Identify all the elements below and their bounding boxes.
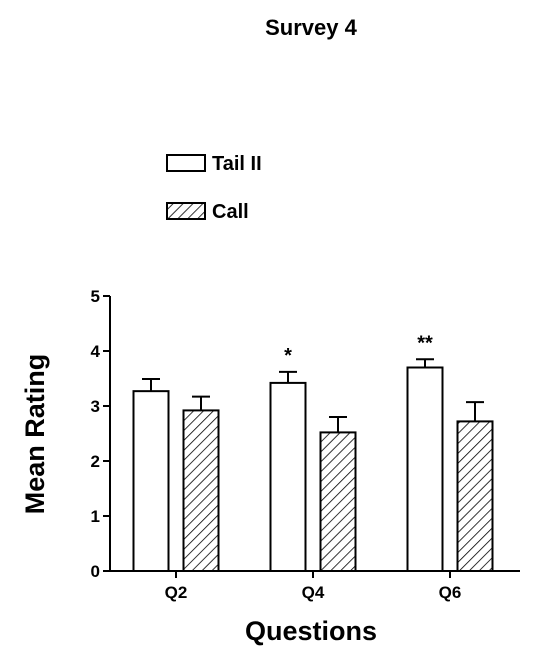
x-axis-label: Questions [245, 616, 377, 646]
significance-marker: * [284, 345, 292, 367]
legend-label: Tail II [212, 153, 262, 175]
legend-label: Call [212, 201, 249, 223]
bar-call-q4 [319, 431, 357, 572]
significance-marker: ** [417, 332, 433, 354]
x-ticks: Q2 Q4 Q6 [165, 571, 462, 602]
bar-tail-ii-q6 [406, 366, 444, 572]
legend-swatch [166, 202, 206, 220]
y-tick-label: 2 [91, 452, 100, 471]
bars [132, 358, 494, 572]
y-axis-label: Mean Rating [20, 354, 50, 515]
legend: Tail II Call [166, 153, 262, 223]
bar-tail-ii-q4 [269, 381, 307, 572]
y-ticks: 0 1 2 3 4 5 [91, 287, 110, 581]
bar-call-q6 [456, 420, 494, 572]
y-tick-label: 0 [91, 562, 100, 581]
y-tick-label: 3 [91, 397, 100, 416]
x-tick-label: Q6 [439, 583, 462, 602]
x-tick-label: Q4 [302, 583, 325, 602]
chart-title: Survey 4 [265, 15, 357, 40]
axes [109, 296, 520, 572]
x-tick-label: Q2 [165, 583, 188, 602]
bar-tail-ii-q2 [132, 390, 170, 572]
y-tick-label: 1 [91, 507, 100, 526]
bar-call-q2 [182, 409, 220, 572]
legend-swatch [166, 154, 206, 172]
y-tick-label: 5 [91, 287, 100, 306]
significance-annotations: *** [284, 332, 433, 367]
y-tick-label: 4 [91, 342, 101, 361]
